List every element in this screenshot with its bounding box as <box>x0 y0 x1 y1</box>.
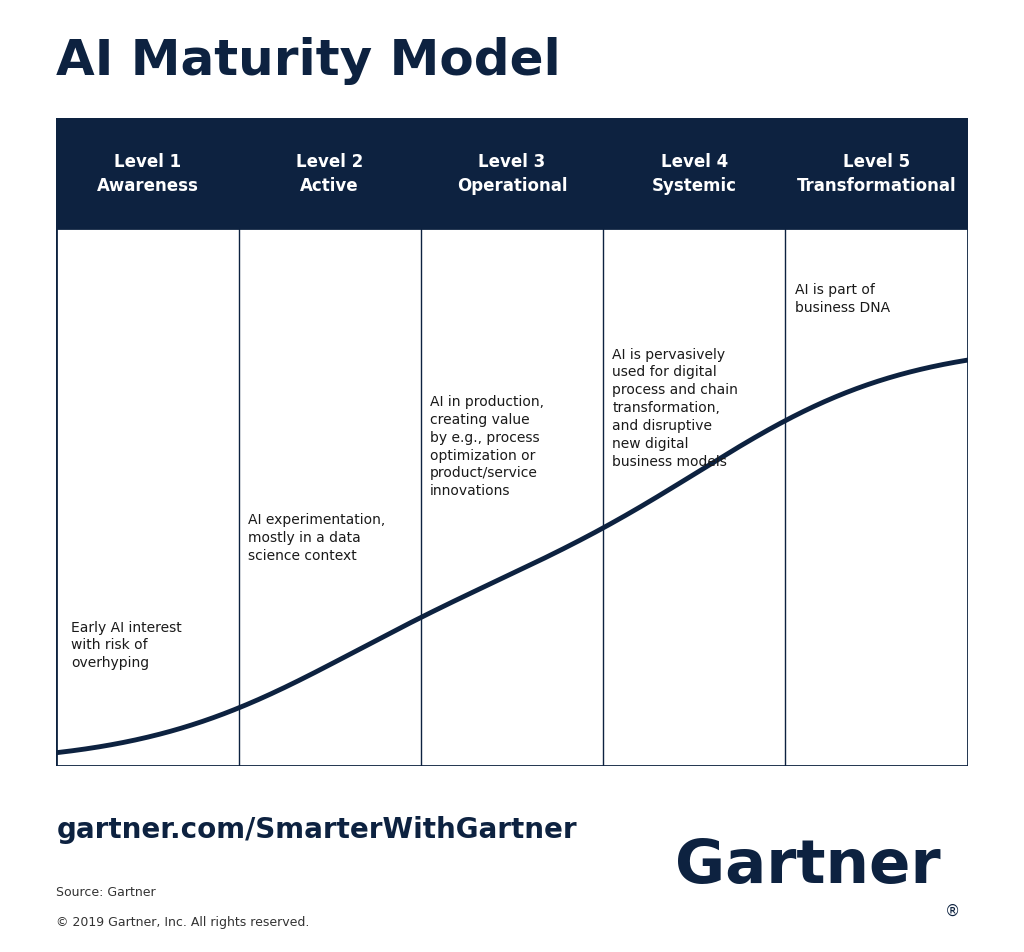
Text: AI Maturity Model: AI Maturity Model <box>56 37 561 86</box>
Text: Source: Gartner: Source: Gartner <box>56 885 156 899</box>
Text: Level 3
Operational: Level 3 Operational <box>457 153 567 195</box>
Text: AI is part of
business DNA: AI is part of business DNA <box>795 283 890 314</box>
Text: AI is pervasively
used for digital
process and chain
transformation,
and disrupt: AI is pervasively used for digital proce… <box>612 347 738 468</box>
Text: Early AI interest
with risk of
overhyping: Early AI interest with risk of overhypin… <box>71 620 181 669</box>
Text: ®: ® <box>945 902 961 918</box>
Text: gartner.com/SmarterWithGartner: gartner.com/SmarterWithGartner <box>56 815 577 843</box>
Text: Level 5
Transformational: Level 5 Transformational <box>797 153 956 195</box>
Text: AI experimentation,
mostly in a data
science context: AI experimentation, mostly in a data sci… <box>248 512 385 563</box>
Bar <box>56 119 968 229</box>
Text: AI in production,
creating value
by e.g., process
optimization or
product/servic: AI in production, creating value by e.g.… <box>430 394 544 498</box>
Text: Gartner: Gartner <box>675 836 940 895</box>
Text: Level 2
Active: Level 2 Active <box>296 153 364 195</box>
Text: © 2019 Gartner, Inc. All rights reserved.: © 2019 Gartner, Inc. All rights reserved… <box>56 916 309 928</box>
Text: Level 1
Awareness: Level 1 Awareness <box>96 153 199 195</box>
Text: Level 4
Systemic: Level 4 Systemic <box>651 153 737 195</box>
